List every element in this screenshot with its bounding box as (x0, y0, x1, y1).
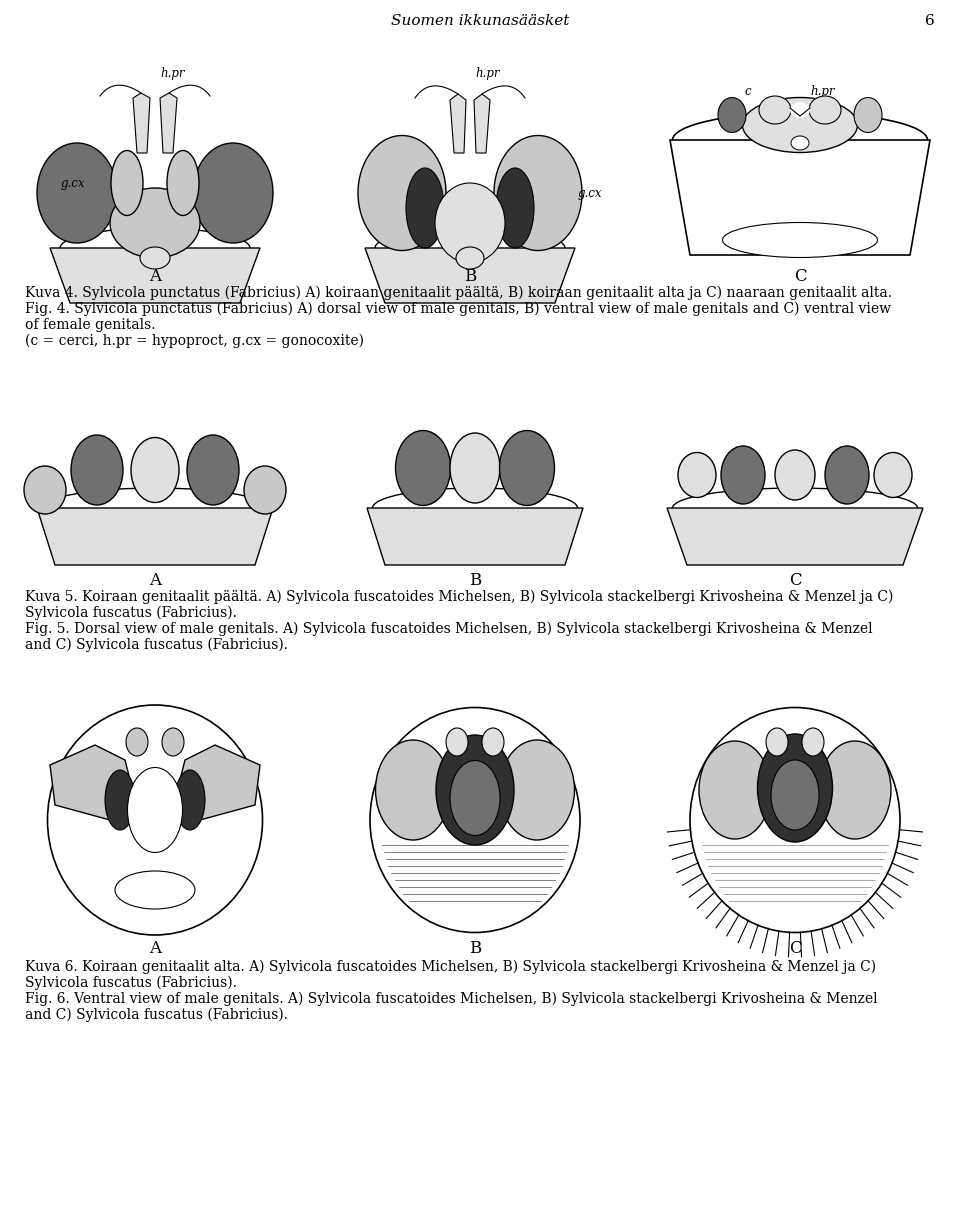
Text: h.pr: h.pr (810, 85, 834, 98)
Text: 6: 6 (925, 13, 935, 28)
Ellipse shape (825, 446, 869, 503)
Ellipse shape (406, 168, 444, 247)
Polygon shape (450, 94, 466, 154)
Text: B: B (468, 940, 481, 957)
Text: C: C (794, 268, 806, 285)
Text: A: A (149, 572, 161, 589)
Ellipse shape (110, 188, 200, 258)
Ellipse shape (450, 761, 500, 835)
Ellipse shape (244, 466, 286, 514)
Polygon shape (474, 94, 490, 154)
Text: and C) Sylvicola fuscatus (Fabricius).: and C) Sylvicola fuscatus (Fabricius). (25, 638, 288, 652)
Ellipse shape (167, 150, 199, 216)
Ellipse shape (494, 135, 582, 250)
Text: and C) Sylvicola fuscatus (Fabricius).: and C) Sylvicola fuscatus (Fabricius). (25, 1008, 288, 1023)
Text: Sylvicola fuscatus (Fabricius).: Sylvicola fuscatus (Fabricius). (25, 976, 237, 990)
Ellipse shape (446, 728, 468, 756)
Polygon shape (365, 247, 575, 304)
Text: g.cx: g.cx (60, 177, 85, 189)
Ellipse shape (721, 446, 765, 503)
Ellipse shape (131, 438, 179, 502)
Text: h.pr: h.pr (475, 67, 499, 80)
Ellipse shape (809, 96, 841, 124)
Text: B: B (468, 572, 481, 589)
Ellipse shape (358, 135, 446, 250)
Ellipse shape (854, 98, 882, 133)
Text: A: A (149, 268, 161, 285)
Ellipse shape (111, 150, 143, 216)
Ellipse shape (757, 734, 832, 842)
Ellipse shape (759, 96, 791, 124)
Ellipse shape (37, 143, 117, 243)
Ellipse shape (819, 741, 891, 839)
Text: Fig. 5. Dorsal view of male genitals. A) Sylvicola fuscatoides Michelsen, B) Syl: Fig. 5. Dorsal view of male genitals. A)… (25, 622, 873, 636)
Ellipse shape (193, 143, 273, 243)
Ellipse shape (802, 728, 824, 756)
Ellipse shape (499, 740, 574, 840)
Ellipse shape (140, 247, 170, 269)
Ellipse shape (24, 466, 66, 514)
Text: B: B (464, 268, 476, 285)
Ellipse shape (162, 728, 184, 756)
Text: c: c (133, 187, 140, 200)
Ellipse shape (742, 98, 857, 152)
Text: Kuva 4. Sylvicola punctatus (Fabricius) A) koiraan genitaalit päältä, B) koiraan: Kuva 4. Sylvicola punctatus (Fabricius) … (25, 286, 892, 300)
Ellipse shape (115, 872, 195, 909)
Ellipse shape (456, 247, 484, 269)
Text: c: c (745, 85, 752, 98)
Polygon shape (50, 247, 260, 304)
Text: h.pr: h.pr (160, 67, 184, 80)
Ellipse shape (47, 705, 262, 935)
Ellipse shape (396, 430, 450, 506)
Polygon shape (367, 508, 583, 564)
Text: A: A (149, 940, 161, 957)
Ellipse shape (766, 728, 788, 756)
Ellipse shape (496, 168, 534, 247)
Ellipse shape (775, 450, 815, 500)
Ellipse shape (436, 735, 514, 845)
Text: Fig. 4. Sylvicola punctatus (Fabricius) A) dorsal view of male genitals, B) vent: Fig. 4. Sylvicola punctatus (Fabricius) … (25, 302, 891, 317)
Text: Fig. 6. Ventral view of male genitals. A) Sylvicola fuscatoides Michelsen, B) Sy: Fig. 6. Ventral view of male genitals. A… (25, 992, 877, 1007)
Ellipse shape (499, 430, 555, 506)
Ellipse shape (482, 728, 504, 756)
Ellipse shape (450, 433, 500, 503)
Ellipse shape (718, 98, 746, 133)
Ellipse shape (699, 741, 771, 839)
Polygon shape (37, 508, 273, 564)
Ellipse shape (790, 102, 810, 118)
Text: Kuva 6. Koiraan genitaalit alta. A) Sylvicola fuscatoides Michelsen, B) Sylvicol: Kuva 6. Koiraan genitaalit alta. A) Sylv… (25, 961, 876, 974)
Ellipse shape (723, 223, 877, 257)
Ellipse shape (71, 435, 123, 505)
Ellipse shape (874, 452, 912, 497)
Ellipse shape (435, 183, 505, 263)
Ellipse shape (690, 707, 900, 933)
Ellipse shape (678, 452, 716, 497)
Ellipse shape (128, 768, 182, 852)
Text: (c = cerci, h.pr = hypoproct, g.cx = gonocoxite): (c = cerci, h.pr = hypoproct, g.cx = gon… (25, 334, 364, 349)
Ellipse shape (370, 707, 580, 933)
Text: Sylvicola fuscatus (Fabricius).: Sylvicola fuscatus (Fabricius). (25, 606, 237, 620)
Ellipse shape (791, 137, 809, 150)
Ellipse shape (126, 728, 148, 756)
Text: g.cx: g.cx (578, 187, 603, 200)
Text: C: C (789, 940, 802, 957)
Polygon shape (175, 745, 260, 820)
Text: Suomen ikkunasääsket: Suomen ikkunasääsket (391, 13, 569, 28)
Polygon shape (667, 508, 923, 564)
Polygon shape (50, 745, 135, 820)
Ellipse shape (105, 770, 135, 830)
Ellipse shape (375, 740, 450, 840)
Text: C: C (789, 572, 802, 589)
Ellipse shape (175, 770, 205, 830)
Polygon shape (133, 93, 150, 154)
Text: Kuva 5. Koiraan genitaalit päältä. A) Sylvicola fuscatoides Michelsen, B) Sylvic: Kuva 5. Koiraan genitaalit päältä. A) Sy… (25, 590, 894, 605)
Polygon shape (160, 93, 177, 154)
Text: of female genitals.: of female genitals. (25, 318, 156, 332)
Polygon shape (670, 140, 930, 255)
Ellipse shape (771, 759, 819, 830)
Ellipse shape (187, 435, 239, 505)
